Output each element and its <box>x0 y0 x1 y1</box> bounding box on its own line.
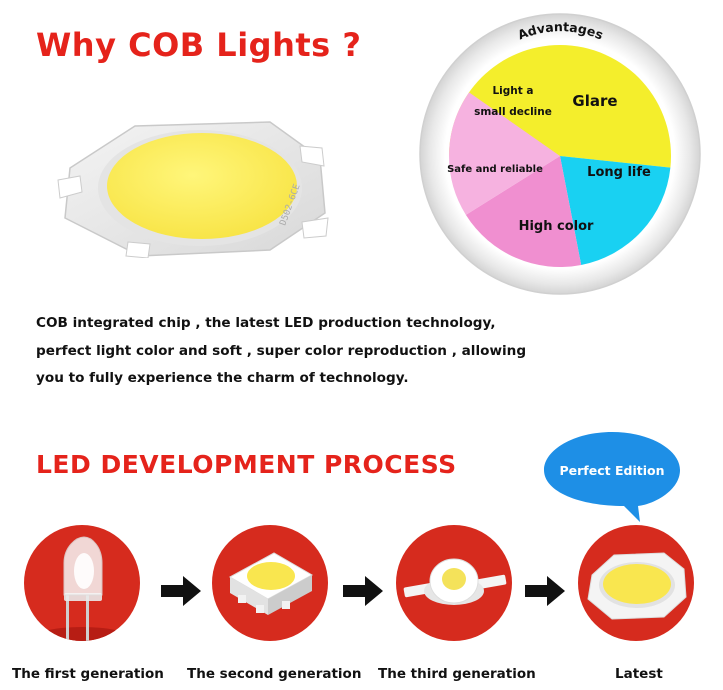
advantages-header: Advantages <box>516 19 606 42</box>
arrow-right-icon <box>161 576 201 606</box>
third-generation-led-image <box>396 525 512 641</box>
label-small-decline: small decline <box>474 106 552 118</box>
label-high-color: High color <box>519 219 594 234</box>
generation-label: Latest <box>615 666 663 682</box>
latest-cob-led-image <box>578 525 694 641</box>
description-line-3: you to fully experience the charm of tec… <box>36 370 409 386</box>
arrow-right-icon <box>525 576 565 606</box>
second-generation-led-image <box>212 525 328 641</box>
slice-safe-reliable-lower <box>449 156 560 215</box>
first-generation-led-image <box>24 525 140 641</box>
slice-long-life <box>560 156 671 265</box>
perfect-edition-bubble: Perfect Edition <box>540 430 685 525</box>
why-cob-title: Why COB Lights ? <box>36 26 362 64</box>
generation-label: The third generation <box>378 666 536 682</box>
label-long-life: Long life <box>587 165 651 180</box>
slice-glare <box>560 45 671 168</box>
description-line-2: perfect light color and soft , super col… <box>36 342 527 359</box>
label-safe-reliable: Safe and reliable <box>447 164 543 175</box>
description-line-1: COB integrated chip , the latest LED pro… <box>36 315 496 331</box>
advantages-wheel: Advantages Light a small decline Glare Long… <box>413 13 708 296</box>
slice-high-color <box>465 156 582 267</box>
arrow-right-icon <box>343 576 383 606</box>
generation-label: The first generation <box>12 666 164 682</box>
generation-label: The second generation <box>187 666 362 682</box>
cob-chip-image: D502-6CE <box>57 121 329 258</box>
led-process-title: LED DEVELOPMENT PROCESS <box>36 450 457 479</box>
cob-description: COB integrated chip , the latest LED pro… <box>36 310 556 393</box>
label-light-a: Light a <box>492 85 533 97</box>
label-glare: Glare <box>572 92 617 110</box>
bubble-label: Perfect Edition <box>560 463 665 478</box>
slice-safe-reliable <box>449 92 560 156</box>
